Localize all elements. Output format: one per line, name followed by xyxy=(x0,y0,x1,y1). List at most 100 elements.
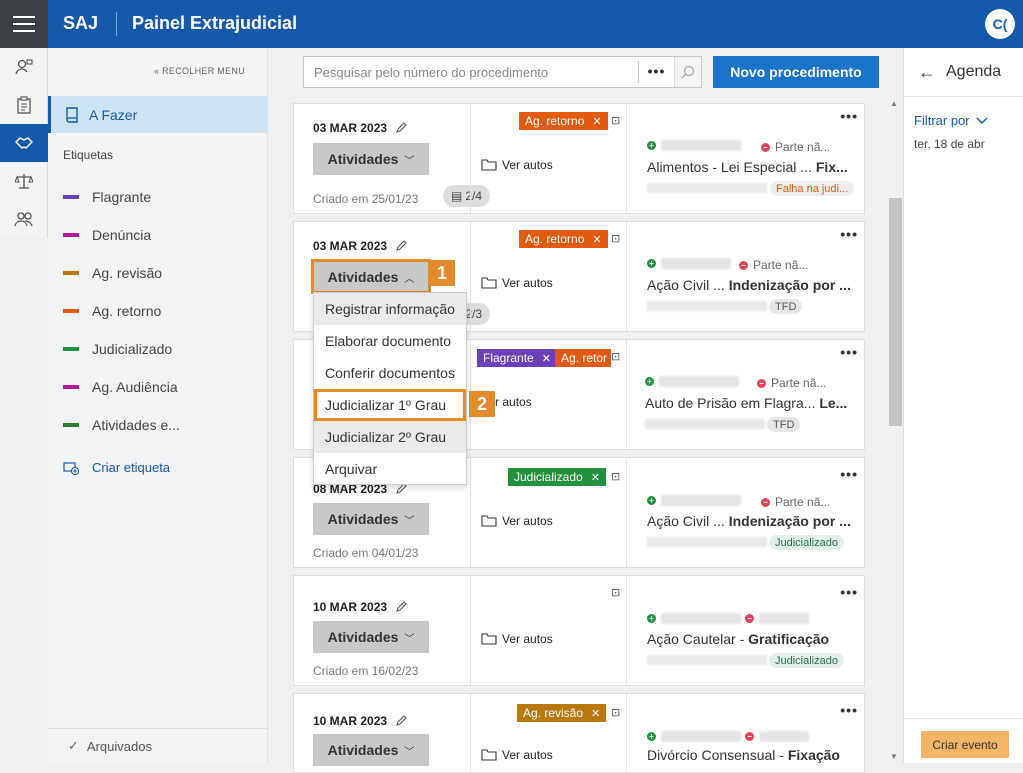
view-case-link[interactable]: Ver autos xyxy=(481,632,553,646)
tag-color-swatch xyxy=(63,271,79,275)
view-case-link[interactable]: Ver autos xyxy=(481,158,553,172)
scrollbar-thumb[interactable] xyxy=(889,198,902,426)
agenda-date: ter, 18 de abr xyxy=(914,137,985,151)
menu-icon[interactable] xyxy=(0,0,48,48)
procedure-title[interactable]: Auto de Prisão em Flagra... Le... xyxy=(645,395,848,411)
remove-tag-icon[interactable]: ✕ xyxy=(592,115,602,128)
search-options-button[interactable]: ••• xyxy=(638,61,674,83)
activities-button[interactable]: Atividades ﹀ xyxy=(313,734,429,766)
divider xyxy=(904,718,1023,719)
new-procedure-button[interactable]: Novo procedimento xyxy=(713,56,879,88)
step-callout-1: 1 xyxy=(429,260,455,286)
rail-scales-icon[interactable] xyxy=(0,162,48,200)
search-input[interactable] xyxy=(304,57,634,87)
card-menu-button[interactable]: ••• xyxy=(840,466,858,482)
menu-item-judicializar-2-grau[interactable]: Judicializar 2º Grau xyxy=(314,421,466,453)
sidebar-tag-ag-revisao[interactable]: Ag. revisão xyxy=(63,265,162,281)
tag-color-swatch xyxy=(63,195,79,199)
tag-pill[interactable]: Judicializado ✕ xyxy=(508,468,606,486)
scroll-down-arrow[interactable]: ▼ xyxy=(890,752,898,761)
edit-pencil-icon[interactable] xyxy=(395,601,407,613)
remove-tag-icon[interactable]: ✕ xyxy=(592,233,602,246)
card-menu-button[interactable]: ••• xyxy=(840,584,858,600)
tag-pill[interactable]: Flagrante ✕ xyxy=(477,349,557,367)
sidebar-tag-denuncia[interactable]: Denúncia xyxy=(63,227,151,243)
tag-label: Ag. retorno xyxy=(92,303,162,319)
activities-button[interactable]: Atividades ﹀ xyxy=(313,143,429,175)
tag-pill[interactable]: Ag. retor xyxy=(555,349,611,367)
chevron-down-icon xyxy=(976,117,988,124)
activities-button[interactable]: Atividades ﹀ xyxy=(313,503,429,535)
add-tag-icon[interactable]: ⊡ xyxy=(611,707,621,719)
view-case-link[interactable]: Ver autos xyxy=(481,276,553,290)
procedure-card[interactable]: 10 MAR 2023 Atividades ﹀ Criado em 16/02/… xyxy=(293,575,865,686)
document-count-badge[interactable]: ▤ 2/4 xyxy=(443,185,491,207)
menu-item-elaborar[interactable]: Elaborar documento xyxy=(325,333,452,349)
party-left: + xyxy=(647,140,741,151)
tag-pill[interactable]: Ag. retorno ✕ xyxy=(519,230,608,248)
menu-item-arquivar[interactable]: Arquivar xyxy=(325,461,378,477)
sidebar-tag-ag-audiencia[interactable]: Ag. Audiência xyxy=(63,379,178,395)
procedure-title[interactable]: Alimentos - Lei Especial ... Fix... xyxy=(647,159,848,175)
add-tag-icon[interactable]: ⊡ xyxy=(611,233,621,245)
sidebar-tag-judicializado[interactable]: Judicializado xyxy=(63,341,172,357)
sidebar-tag-flagrante[interactable]: Flagrante xyxy=(63,189,151,205)
rail-people-search-icon[interactable] xyxy=(0,48,48,86)
create-label-link[interactable]: Criar etiqueta xyxy=(63,460,170,475)
add-tag-icon[interactable]: ⊡ xyxy=(611,587,621,599)
card-menu-button[interactable]: ••• xyxy=(840,226,858,242)
menu-item-registrar[interactable]: Registrar informação xyxy=(314,293,466,325)
party-right: − Parte nã... xyxy=(761,495,830,509)
rail-handshake-icon[interactable] xyxy=(0,124,48,162)
brand-logo: SAJ xyxy=(63,13,99,33)
archived-link[interactable]: ✓ Arquivados xyxy=(48,728,268,763)
user-avatar[interactable]: C( xyxy=(985,9,1015,39)
edit-pencil-icon[interactable] xyxy=(395,483,407,495)
scroll-up-arrow[interactable]: ▲ xyxy=(890,99,898,108)
chevron-down-icon: ﹀ xyxy=(404,155,415,167)
add-tag-icon[interactable]: ⊡ xyxy=(611,471,621,483)
procedure-title[interactable]: Ação Cautelar - Gratificação xyxy=(647,631,830,647)
procedure-card[interactable]: 03 MAR 2023 Atividades ﹀ Criado em 25/01/… xyxy=(293,103,865,214)
card-menu-button[interactable]: ••• xyxy=(840,108,858,124)
activities-button[interactable]: Atividades ﹀ xyxy=(313,621,429,653)
edit-pencil-icon[interactable] xyxy=(395,715,407,727)
remove-tag-icon[interactable]: ✕ xyxy=(541,352,551,365)
menu-item-conferir[interactable]: Conferir documentos xyxy=(325,365,455,381)
add-tag-icon[interactable]: ⊡ xyxy=(611,115,621,127)
collapse-menu-button[interactable]: « RECOLHER MENU xyxy=(153,66,245,76)
view-case-link[interactable]: Ver autos xyxy=(481,748,553,762)
sidebar-tag-atividades[interactable]: Atividades e... xyxy=(63,417,180,433)
procedure-title[interactable]: Ação Civil ... Indenização por ... xyxy=(647,277,851,293)
tag-pill[interactable]: Ag. retorno ✕ xyxy=(519,112,608,130)
card-date: 10 MAR 2023 xyxy=(313,714,407,728)
sidebar-tag-ag-retorno[interactable]: Ag. retorno xyxy=(63,303,161,319)
remove-tag-icon[interactable]: ✕ xyxy=(591,707,601,720)
procedure-card[interactable]: 10 MAR 2023 Atividades ﹀ Ag. revisão ✕ ⊡ V… xyxy=(293,693,865,773)
rail-group-icon[interactable] xyxy=(0,200,48,238)
filter-dropdown[interactable]: Filtrar por xyxy=(914,113,988,128)
card-menu-button[interactable]: ••• xyxy=(840,344,858,360)
procedure-title[interactable]: Ação Civil ... Indenização por ... xyxy=(647,513,851,529)
add-tag-icon xyxy=(63,461,79,475)
archived-label: Arquivados xyxy=(86,738,152,754)
edit-pencil-icon[interactable] xyxy=(395,240,407,252)
edit-pencil-icon[interactable] xyxy=(395,122,407,134)
procedure-title[interactable]: Divórcio Consensual - Fixação xyxy=(647,747,840,763)
party-left: + xyxy=(647,731,741,742)
create-event-button[interactable]: Criar evento xyxy=(921,731,1009,758)
search-button[interactable] xyxy=(674,57,701,87)
procedure-card[interactable]: 08 MAR 2023 Atividades ﹀ Criado em 04/01/… xyxy=(293,457,865,568)
add-tag-icon[interactable]: ⊡ xyxy=(611,351,621,363)
card-menu-button[interactable]: ••• xyxy=(840,702,858,718)
created-date: Criado em 16/02/23 xyxy=(313,664,419,678)
tag-pill[interactable]: Ag. revisão ✕ xyxy=(517,704,607,722)
menu-item-judicializar-1-grau[interactable]: Judicializar 1º Grau xyxy=(314,389,466,421)
scrollbar-track[interactable] xyxy=(888,96,903,763)
activities-button[interactable]: Atividades ︿ xyxy=(313,261,429,293)
back-arrow-icon[interactable]: ← xyxy=(918,62,936,82)
view-case-link[interactable]: Ver autos xyxy=(481,514,553,528)
rail-clipboard-icon[interactable] xyxy=(0,86,48,124)
sidebar-item-a-fazer[interactable]: A Fazer xyxy=(48,96,268,133)
remove-tag-icon[interactable]: ✕ xyxy=(590,471,600,484)
